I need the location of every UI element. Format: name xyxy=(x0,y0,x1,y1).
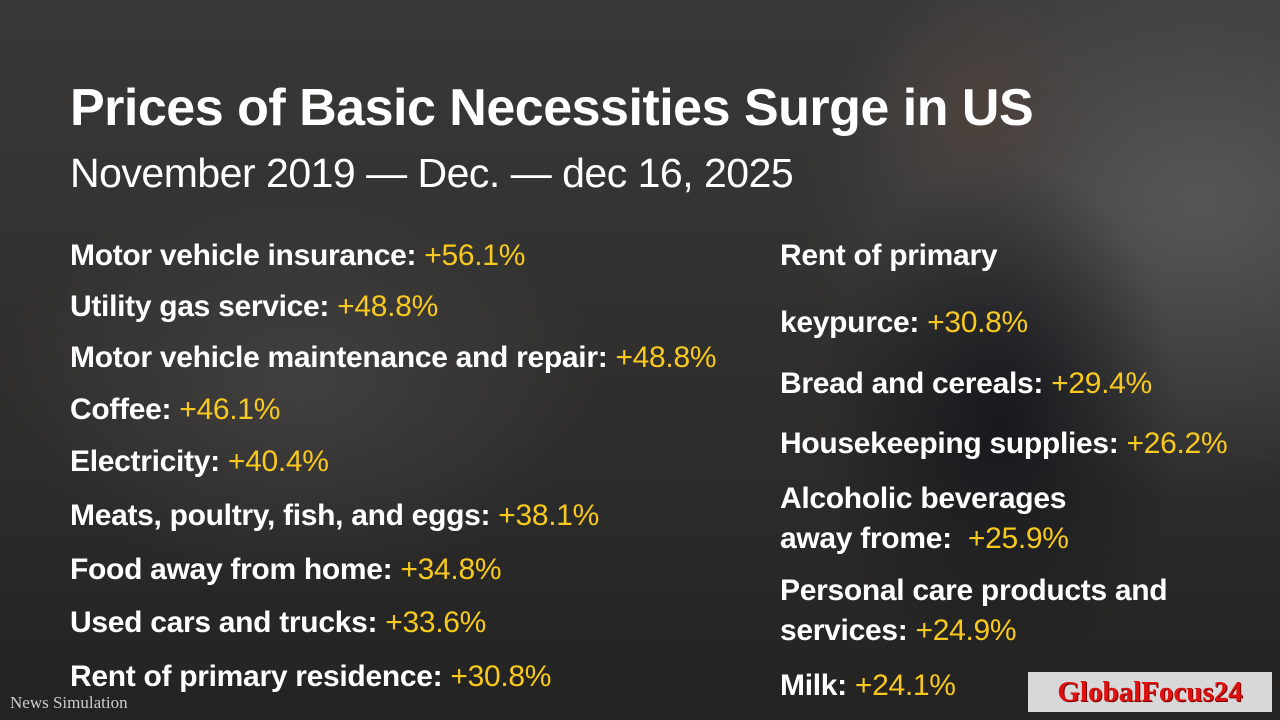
date-range: November 2019 — Dec. — dec 16, 2025 xyxy=(70,150,794,196)
stat-item: Electricity: +40.4% xyxy=(70,445,329,478)
stat-item: Rent of primary xyxy=(780,239,998,272)
headline: Prices of Basic Necessities Surge in US xyxy=(70,79,1034,137)
watermark: News Simulation xyxy=(10,693,128,712)
stat-item: Food away from home: +34.8% xyxy=(70,553,502,586)
stat-item: Personal care products and services: +24.… xyxy=(780,574,1168,647)
stat-item: Bread and cereals: +29.4% xyxy=(780,367,1152,400)
stat-item: keypurce: +30.8% xyxy=(780,306,1028,339)
stat-item: Coffee: +46.1% xyxy=(70,393,281,426)
stat-item: Housekeeping supplies: +26.2% xyxy=(780,427,1228,460)
stat-item: Rent of primary residence: +30.8% xyxy=(70,660,552,693)
stat-item: Motor vehicle maintenance and repair: +4… xyxy=(70,341,717,374)
stat-item: Utility gas service: +48.8% xyxy=(70,290,438,323)
stat-item: Motor vehicle insurance: +56.1% xyxy=(70,239,526,272)
stat-item: Used cars and trucks: +33.6% xyxy=(70,606,487,639)
stat-item: Milk: +24.1% xyxy=(780,669,956,702)
stat-item: Meats, poultry, fish, and eggs: +38.1% xyxy=(70,499,600,532)
brand-logo: GlobalFocus24 xyxy=(1028,672,1272,712)
stat-item: Alcoholic beverages away frome: +25.9% xyxy=(780,482,1069,555)
